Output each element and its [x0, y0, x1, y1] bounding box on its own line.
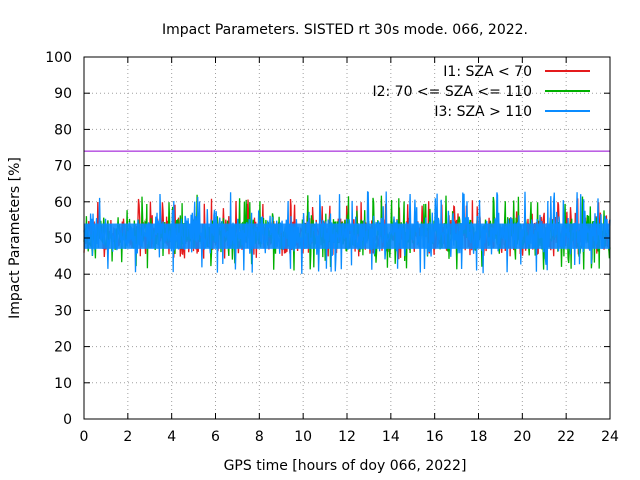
x-tick-label: 6: [211, 429, 220, 445]
y-tick-label: 80: [54, 122, 72, 138]
x-tick-label: 14: [382, 429, 400, 445]
chart-title: Impact Parameters. SISTED rt 30s mode. 0…: [162, 22, 528, 38]
x-tick-label: 16: [426, 429, 444, 445]
legend-label: I2: 70 <= SZA <= 110: [372, 84, 532, 100]
series-band: [84, 223, 610, 249]
x-tick-label: 2: [123, 429, 132, 445]
x-tick-label: 0: [80, 429, 89, 445]
y-tick-label: 60: [54, 195, 72, 211]
y-tick-label: 30: [54, 303, 72, 319]
x-tick-label: 12: [338, 429, 356, 445]
x-axis-label: GPS time [hours of doy 066, 2022]: [224, 458, 467, 474]
y-tick-label: 90: [54, 86, 72, 102]
y-tick-label: 20: [54, 340, 72, 356]
x-tick-label: 8: [255, 429, 264, 445]
x-tick-label: 22: [557, 429, 575, 445]
y-tick-label: 10: [54, 376, 72, 392]
series-layer: [83, 190, 611, 274]
axis-ticks: 0 2 4 6 8 10 12 14 16 18 20 22 240102030405060708090…: [45, 50, 619, 445]
legend: I1: SZA < 70 I2: 70 <= SZA <= 110 I3: SZA …: [372, 64, 590, 120]
legend-label: I1: SZA < 70: [443, 64, 532, 80]
x-tick-label: 4: [167, 429, 176, 445]
legend-label: I3: SZA > 110: [434, 104, 532, 120]
y-tick-label: 70: [54, 159, 72, 175]
y-tick-label: 100: [45, 50, 72, 66]
y-tick-label: 40: [54, 267, 72, 283]
y-tick-label: 50: [54, 231, 72, 247]
x-tick-label: 18: [470, 429, 488, 445]
x-tick-label: 24: [601, 429, 619, 445]
y-tick-label: 0: [63, 412, 72, 428]
y-axis-label: Impact Parameters [%]: [7, 157, 23, 319]
x-tick-label: 20: [513, 429, 531, 445]
x-tick-label: 10: [294, 429, 312, 445]
